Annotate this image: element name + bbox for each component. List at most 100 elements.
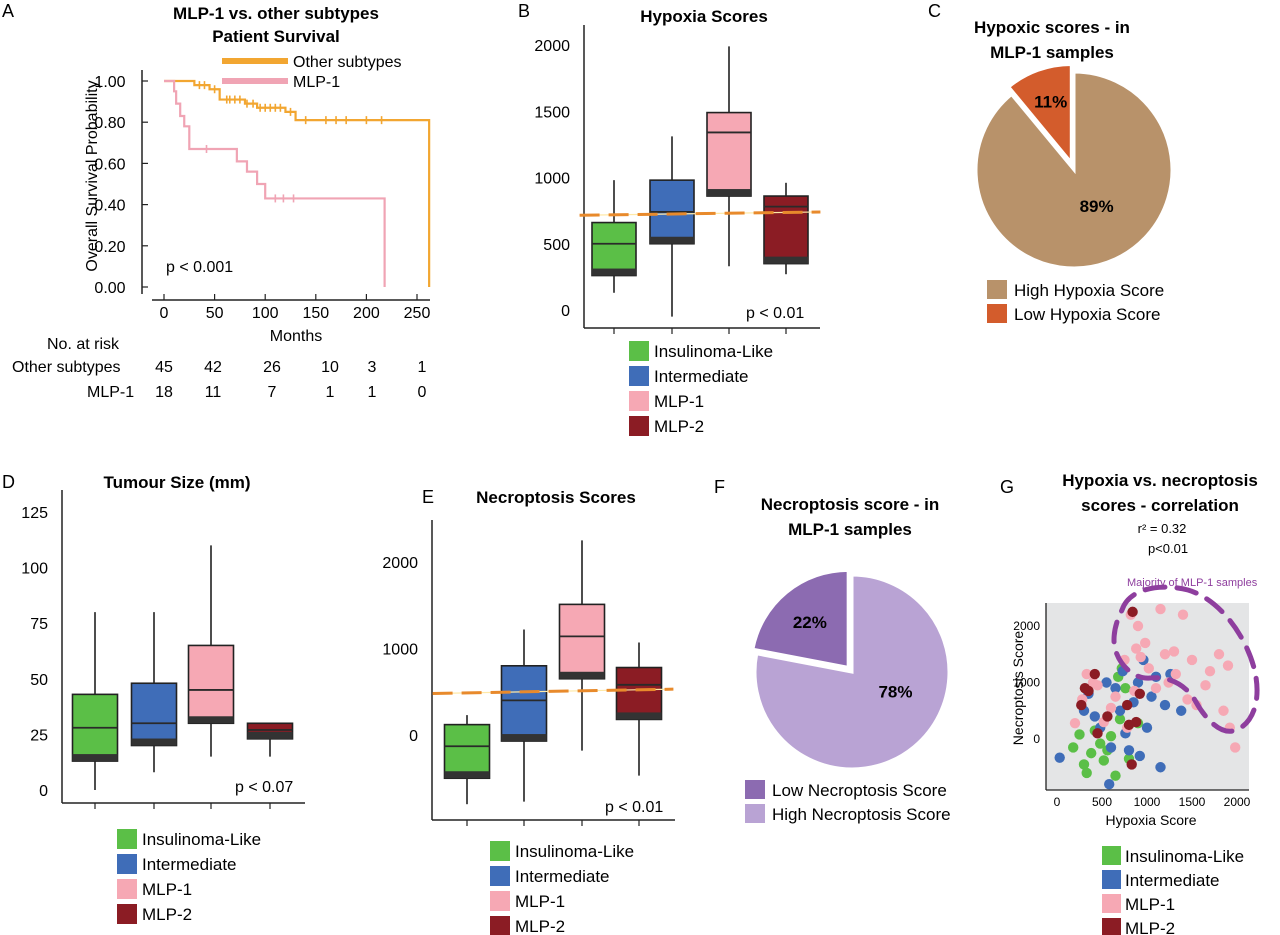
chart-g-title-line2: scores - correlation xyxy=(1081,496,1239,515)
panelE-ytick-label: 2000 xyxy=(382,555,418,572)
chart-g-ytick-label: 1000 xyxy=(1013,676,1040,690)
legend-swatch-insulinoma xyxy=(490,841,510,861)
chart-g-title-line1: Hypoxia vs. necroptosis xyxy=(1062,471,1258,490)
box-mlp2 xyxy=(615,666,663,721)
scatter-point-mlp2 xyxy=(1083,685,1094,697)
legend-label-mlp1: MLP-1 xyxy=(142,880,192,899)
mlp1-cluster-outline xyxy=(1111,584,1260,734)
panelD-ytick-label: 75 xyxy=(30,616,48,633)
panelE-ytick-label: 1000 xyxy=(382,642,418,659)
legend-swatch-mlp1 xyxy=(1102,894,1121,913)
chart-a-ytick-label: 1.00 xyxy=(94,74,125,91)
scatter-point-intermediate xyxy=(1101,677,1112,688)
panel-label-d: D xyxy=(2,472,15,492)
chart-a-ytick-label: 0.40 xyxy=(94,198,125,215)
panel-label-a: A xyxy=(2,1,14,21)
legend-label-insulinoma: Insulinoma-Like xyxy=(142,830,261,849)
scatter-point-mlp1 xyxy=(1177,609,1189,620)
chart-e-title: Necroptosis Scores xyxy=(476,488,636,507)
legend-label-intermediate: Intermediate xyxy=(515,867,610,886)
chart-g-xtick-label: 0 xyxy=(1054,795,1061,809)
panelD-ytick-label: 25 xyxy=(30,727,48,744)
scatter-point-mlp1 xyxy=(1218,705,1229,716)
scatter-point-mlp1 xyxy=(1069,717,1081,729)
legend-label-intermediate: Intermediate xyxy=(142,855,237,874)
scatter-point-insulinoma xyxy=(1120,682,1131,694)
scatter-point-mlp1 xyxy=(1135,651,1146,663)
scatter-point-mlp1 xyxy=(1092,680,1103,691)
panelE-ytick-label: 0 xyxy=(409,728,418,745)
scatter-point-intermediate xyxy=(1134,750,1146,762)
box-base-band xyxy=(444,771,490,779)
chart-a-xtick-label: 0 xyxy=(160,305,169,322)
chart-e-pvalue: p < 0.01 xyxy=(605,799,663,816)
legend-label-mlp1: MLP-1 xyxy=(654,392,704,411)
legend-swatch-intermediate xyxy=(1102,870,1121,889)
legend-swatch-insulinoma xyxy=(1102,846,1121,865)
chart-g-ytick-label: 2000 xyxy=(1013,619,1040,633)
legend-swatch-mlp1 xyxy=(117,879,137,899)
chart-g-xtick-label: 2000 xyxy=(1224,795,1251,809)
box-base-band xyxy=(559,671,605,679)
scatter-point-intermediate xyxy=(1123,745,1135,756)
chart-a-ytick-label: 0.00 xyxy=(94,280,125,297)
legend-swatch-mlp1 xyxy=(629,391,649,411)
box-insulinoma xyxy=(591,221,637,277)
panel-label-g: G xyxy=(1000,477,1014,497)
legend-label-mlp1: MLP-1 xyxy=(515,892,565,911)
scatter-point-mlp1 xyxy=(1110,691,1121,702)
scatter-point-intermediate xyxy=(1054,752,1065,763)
scatter-point-mlp2 xyxy=(1092,728,1103,739)
pie-slice-low-necroptosis-score xyxy=(751,568,850,670)
risk-table-cell: 1 xyxy=(326,384,335,401)
chart-g-xtick-label: 1500 xyxy=(1179,795,1206,809)
chart-a-subtitle: Patient Survival xyxy=(212,27,340,46)
scatter-point-mlp2 xyxy=(1122,699,1133,711)
scatter-point-mlp2 xyxy=(1076,699,1087,711)
scatter-point-mlp1 xyxy=(1182,694,1193,705)
scatter-point-intermediate xyxy=(1089,711,1101,722)
pie-legend-label: Low Hypoxia Score xyxy=(1014,305,1160,324)
box-insulinoma xyxy=(443,723,491,780)
box-base-band xyxy=(592,268,636,276)
panel-b-hypoxia-boxplot: Hypoxia Scores p < 0.01 0 500 1000 1500 2000… xyxy=(534,7,821,436)
scatter-point-mlp1 xyxy=(1200,680,1211,691)
risk-table-cell: 18 xyxy=(155,384,173,401)
scatter-point-intermediate xyxy=(1105,742,1117,753)
legend-label-insulinoma: Insulinoma-Like xyxy=(515,842,634,861)
panel-label-c: C xyxy=(928,1,941,21)
risk-table-cell: 45 xyxy=(155,359,173,376)
scatter-point-insulinoma xyxy=(1114,714,1126,725)
legend-swatch-mlp2 xyxy=(490,916,510,935)
panel-label-e: E xyxy=(422,487,434,507)
chart-a-title: MLP-1 vs. other subtypes xyxy=(173,4,379,23)
chart-b-pvalue: p < 0.01 xyxy=(746,305,804,322)
scatter-point-insulinoma xyxy=(1068,742,1079,753)
chart-a-xlabel: Months xyxy=(270,328,322,345)
chart-a-xtick-label: 200 xyxy=(353,305,380,322)
scatter-point-mlp1 xyxy=(1170,668,1182,680)
legend-label-mlp2: MLP-2 xyxy=(654,417,704,436)
panel-d-tumour-size-boxplot: Tumour Size (mm) p < 0.07 0 25 50 75 100 125 I… xyxy=(21,473,305,924)
chart-f-title-line2: MLP-1 samples xyxy=(788,520,912,539)
chart-b-title: Hypoxia Scores xyxy=(640,7,768,26)
pie-legend-swatch xyxy=(987,280,1007,299)
chart-f-title-line1: Necroptosis score - in xyxy=(761,495,940,514)
chart-c-title-line2: MLP-1 samples xyxy=(990,43,1114,62)
chart-a-xtick-label: 50 xyxy=(206,305,224,322)
scatter-point-insulinoma xyxy=(1095,738,1106,749)
box-mlp1 xyxy=(187,644,235,725)
chart-g-ylabel: Necroptosis Score xyxy=(1010,631,1026,746)
chart-a-legend: Other subtypes MLP-1 xyxy=(222,54,402,91)
scatter-point-mlp1 xyxy=(1186,654,1198,666)
scatter-point-insulinoma xyxy=(1110,770,1121,781)
scatter-point-intermediate xyxy=(1110,682,1121,694)
box-base-band xyxy=(707,189,751,197)
risk-table-cell: 1 xyxy=(368,384,377,401)
legend-swatch-mlp1 xyxy=(490,891,510,911)
pie-legend-label: High Necroptosis Score xyxy=(772,805,951,824)
panel-g-scatter: Hypoxia vs. necroptosis scores - correla… xyxy=(1010,471,1260,935)
legend-swatch-insulinoma xyxy=(629,341,649,361)
scatter-point-mlp1 xyxy=(1132,620,1144,632)
pie-legend-swatch xyxy=(745,804,765,823)
